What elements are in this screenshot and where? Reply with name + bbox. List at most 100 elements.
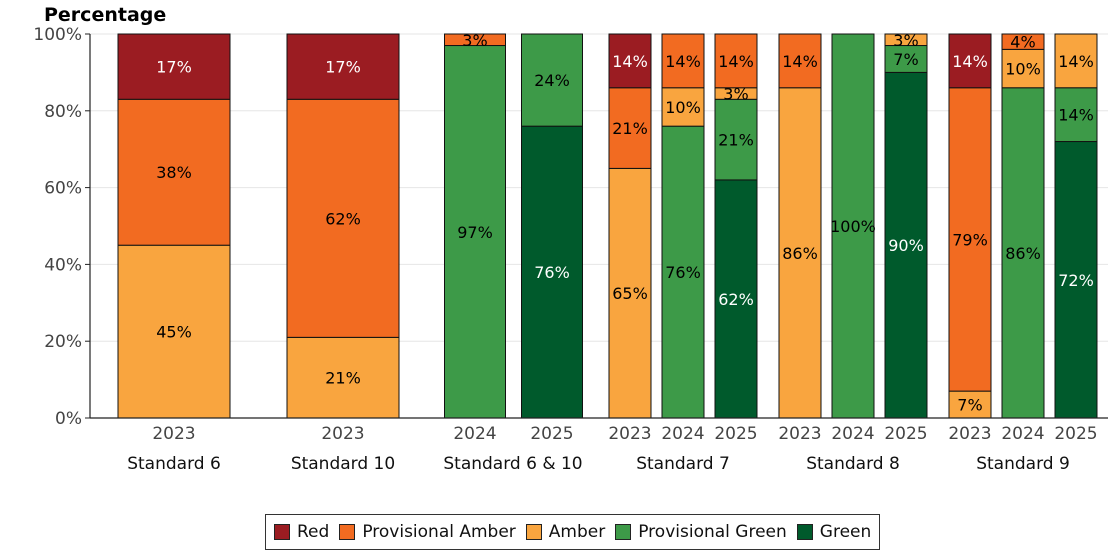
data-label: 14% (952, 52, 988, 71)
bar-segment-provisional-amber (714, 33, 758, 89)
x-tick-label: 2024 (1001, 424, 1044, 444)
data-label: 21% (612, 119, 648, 138)
data-label: 14% (1058, 52, 1094, 71)
y-axis-ticks: 0% 20% 40% 60% 80% 100% (33, 25, 90, 429)
x-tick-label: 2025 (714, 424, 757, 444)
x-tick-label: 2023 (321, 424, 364, 444)
x-tick-label: 2024 (453, 424, 496, 444)
data-label: 17% (156, 58, 192, 77)
data-label: 10% (665, 98, 701, 117)
legend-label: Amber (548, 522, 606, 542)
bar-segment-red (286, 33, 400, 100)
data-label: 79% (952, 230, 988, 249)
bar-group: 7% 79% 14% 86% 10% 4% 72% 14% 14% (948, 33, 1098, 419)
bar-segment-amber (778, 87, 822, 419)
data-label: 3% (723, 85, 748, 104)
bar-group: 86% 14% 100% 90% 7%3% (778, 31, 928, 419)
data-label: 7% (893, 50, 918, 69)
data-label: 62% (325, 209, 361, 228)
data-label: 21% (718, 131, 754, 150)
y-axis-title: Percentage (44, 4, 166, 26)
bar-groups: 45% 38% 17% 21% 62% 17% 97% 3% 76% 24% 65% 21% 14% 76… (117, 31, 1098, 419)
bar-segment-provisional-amber (444, 33, 506, 47)
data-label: 45% (156, 323, 192, 342)
legend-swatch (339, 524, 356, 540)
bar-segment-provisional-amber (1001, 33, 1045, 50)
x-tick-label: 2023 (152, 424, 195, 444)
x-tick-label: 2023 (778, 424, 821, 444)
legend-item-red: Red (274, 522, 329, 542)
bar-segment-provisional-green (714, 98, 758, 181)
legend-swatch (525, 524, 542, 540)
legend-label: Green (819, 522, 872, 542)
legend-item-provisional-green: Provisional Green (615, 522, 787, 542)
data-label: 14% (1058, 106, 1094, 125)
x-axis-labels: 2023 Standard 6 2023 Standard 10 2024 2025 Sta… (127, 424, 1097, 474)
y-tick-label: 60% (44, 179, 82, 199)
x-tick-label: 2024 (661, 424, 704, 444)
y-tick-label: 80% (44, 102, 82, 122)
bar-segment-provisional-amber (778, 33, 822, 89)
bar-segment-provisional-green (831, 33, 875, 419)
bar-segment-green (714, 179, 758, 419)
y-tick-label: 100% (33, 25, 82, 45)
bar-segment-amber (1054, 33, 1098, 89)
stacked-bar-chart: Percentage 0% 20% 40% 60% 80% 100% 45% 38% 17% 2… (33, 4, 1108, 474)
bar-segment-green (884, 71, 928, 419)
bar-segment-provisional-amber (661, 33, 705, 89)
bar-segment-amber (608, 167, 652, 419)
group-label: Standard 8 (806, 454, 900, 474)
legend-label: Provisional Amber (362, 522, 516, 542)
bar-segment-amber (286, 336, 400, 419)
bar-group: 97% 3% 76% 24% (444, 31, 583, 419)
group-label: Standard 6 (127, 454, 221, 474)
data-label: 90% (888, 236, 924, 255)
legend: Red Provisional Amber Amber Provisional Gre… (265, 514, 881, 550)
bar-segment-amber (661, 87, 705, 127)
data-label: 72% (1058, 271, 1094, 290)
data-label: 97% (457, 223, 493, 242)
x-tick-label: 2023 (608, 424, 651, 444)
axes (89, 34, 1108, 419)
bar-segment-provisional-amber (286, 98, 400, 338)
gridlines (90, 33, 1108, 342)
bar-segment-provisional-green (1054, 87, 1098, 143)
legend-item-amber: Amber (525, 522, 606, 542)
data-label: 3% (893, 31, 918, 50)
data-label: 10% (1005, 60, 1041, 79)
legend-swatch (615, 524, 632, 540)
data-label: 14% (718, 52, 754, 71)
y-tick-label: 40% (44, 255, 82, 275)
group-label: Standard 10 (291, 454, 395, 474)
bar-segment-provisional-green (1001, 87, 1045, 419)
group-label: Standard 9 (976, 454, 1070, 474)
data-label: 86% (1005, 244, 1041, 263)
data-label: 14% (665, 52, 701, 71)
y-tick-label: 0% (55, 409, 82, 429)
data-label: 14% (612, 52, 648, 71)
group-label: Standard 6 & 10 (443, 454, 582, 474)
y-tick-label: 20% (44, 332, 82, 352)
data-label: 76% (534, 263, 570, 282)
legend-label: Provisional Green (638, 522, 787, 542)
data-label: 62% (718, 290, 754, 309)
x-tick-label: 2024 (831, 424, 874, 444)
data-label: 24% (534, 71, 570, 90)
bar-segment-provisional-amber (117, 98, 231, 246)
bar-segment-provisional-green (444, 45, 506, 419)
data-label: 14% (782, 52, 818, 71)
x-tick-label: 2025 (530, 424, 573, 444)
legend-label: Red (297, 522, 330, 542)
data-label: 7% (957, 396, 982, 415)
data-label: 4% (1010, 33, 1035, 52)
bar-segment-provisional-green (661, 125, 705, 419)
data-label: 3% (462, 31, 487, 50)
legend-item-provisional-amber: Provisional Amber (339, 522, 516, 542)
bar-segment-amber (117, 244, 231, 419)
data-label: 38% (156, 163, 192, 182)
bar-segment-amber (884, 33, 928, 47)
bar-segment-red (608, 33, 652, 89)
legend-swatch (796, 524, 813, 540)
bar-segment-red (117, 33, 231, 100)
bar-group: 65% 21% 14% 76% 10% 14% 62% 21% 3% 14% (608, 33, 758, 419)
